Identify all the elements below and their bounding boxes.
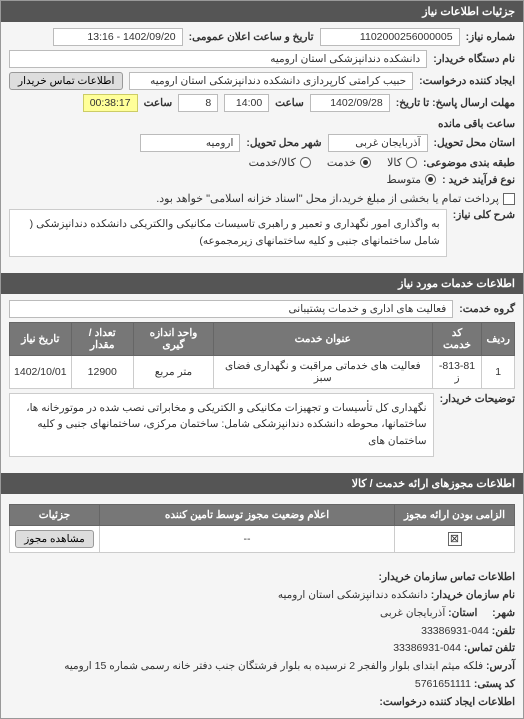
footer-phone-value: 044-33386931 <box>421 625 489 637</box>
table-header-row: ردیف کد خدمت عنوان خدمت واحد اندازه گیری… <box>10 322 515 355</box>
datetime-label: تاریخ و ساعت اعلان عمومی: <box>189 31 314 43</box>
footer-header: اطلاعات تماس سازمان خریدار: <box>379 571 515 583</box>
cell-date: 1402/10/01 <box>10 355 72 388</box>
panel-title: جزئیات اطلاعات نیاز <box>1 1 523 22</box>
contact-buyer-button[interactable]: اطلاعات تماس خریدار <box>9 72 123 90</box>
col-date: تاریخ نیاز <box>10 322 72 355</box>
footer-phone-label: تلفن: <box>492 625 515 637</box>
footer-org-value: دانشکده دندانپزشکی استان ارومیه <box>278 589 428 601</box>
radio-icon <box>425 174 436 185</box>
datetime-value: 1402/09/20 - 13:16 <box>53 28 183 46</box>
process-note-text: پرداخت تمام یا بخشی از مبلغ خرید،از محل … <box>156 192 499 205</box>
process-medium-label: متوسط <box>387 173 422 186</box>
city-label: شهر محل تحویل: <box>246 137 321 149</box>
deadline-label: مهلت ارسال پاسخ: تا تاریخ: <box>396 97 515 109</box>
cell-title: فعالیت های خدماتی مراقبت و نگهداری فضای … <box>213 355 432 388</box>
pkg-service-label: خدمت <box>327 156 356 169</box>
remain-label: ساعت باقی مانده <box>438 118 515 130</box>
footer-postal-value: 5761651111 <box>415 678 471 690</box>
province-label: استان محل تحویل: <box>434 137 515 149</box>
table-header-row: الزامی بودن ارائه مجوز اعلام وضعیت مجوز … <box>10 504 515 525</box>
table-row: 1 813-81-ز فعالیت های خدماتی مراقبت و نگ… <box>10 355 515 388</box>
col-unit: واحد اندازه گیری <box>133 322 213 355</box>
footer-address-value: فلکه میثم ابتدای بلوار والفجر 2 نرسیده ب… <box>64 660 483 672</box>
requester-value: حبیب کرامتی کارپردازی دانشکده دندانپزشکی… <box>129 72 413 90</box>
footer-city-label: شهر: <box>492 607 515 619</box>
process-note-check[interactable]: پرداخت تمام یا بخشی از مبلغ خرید،از محل … <box>156 192 515 205</box>
pkg-goods-label: کالا <box>387 156 402 169</box>
cell-required: ⊠ <box>395 525 515 552</box>
service-group-label: گروه خدمت: <box>459 303 515 315</box>
main-panel: ۰۲۱-۸۸۳۴۹۶۷۰ جزئیات اطلاعات نیاز شماره ن… <box>0 0 524 719</box>
service-group-value: فعالیت های اداری و خدمات پشتیبانی <box>9 300 453 318</box>
need-details: شماره نیاز: 1102000256000005 تاریخ و ساع… <box>1 22 523 273</box>
cell-unit: متر مربع <box>133 355 213 388</box>
cell-details: مشاهده مجوز <box>10 525 100 552</box>
required-mark-icon: ⊠ <box>448 532 462 546</box>
cell-qty: 12900 <box>71 355 133 388</box>
col-required: الزامی بودن ارائه مجوز <box>395 504 515 525</box>
permits-content: الزامی بودن ارائه مجوز اعلام وضعیت مجوز … <box>1 494 523 563</box>
buyer-value: دانشکده دندانپزشکی استان ارومیه <box>9 50 427 68</box>
pkg-both-label: کالا/خدمت <box>249 156 296 169</box>
table-row: ⊠ -- مشاهده مجوز <box>10 525 515 552</box>
col-code: کد خدمت <box>432 322 482 355</box>
col-status: اعلام وضعیت مجوز توسط تامین کننده <box>100 504 395 525</box>
notes-value: نگهداری کل تأسیسات و تجهیزات مکانیکی و ا… <box>9 393 434 457</box>
service-header: اطلاعات خدمات مورد نیاز <box>1 273 523 294</box>
desc-value: به واگذاری امور نگهداری و تعمیر و راهبری… <box>9 209 447 257</box>
col-index: ردیف <box>482 322 515 355</box>
pkg-both-option[interactable]: کالا/خدمت <box>249 156 311 169</box>
remaining-time: 00:38:17 <box>83 94 138 112</box>
radio-icon <box>300 157 311 168</box>
radio-icon <box>360 157 371 168</box>
pkg-type-label: طبقه بندی موضوعی: <box>423 157 515 169</box>
notes-label: توضیحات خریدار: <box>440 393 515 405</box>
cell-status: -- <box>100 525 395 552</box>
footer-province-value: آذربایجان غربی <box>380 607 445 619</box>
buyer-label: نام دستگاه خریدار: <box>433 53 515 65</box>
footer-fax-label: تلفن تماس: <box>464 642 515 654</box>
time-label-1: ساعت <box>275 97 304 109</box>
desc-label: شرح کلی نیاز: <box>453 209 515 221</box>
footer-postal-label: کد پستی: <box>474 678 515 690</box>
process-label: نوع فرآیند خرید : <box>442 174 515 186</box>
footer-address-label: آدرس: <box>486 660 515 672</box>
service-content: گروه خدمت: فعالیت های اداری و خدمات پشتی… <box>1 294 523 473</box>
footer-org-label: نام سازمان خریدار: <box>431 589 515 601</box>
view-permit-button[interactable]: مشاهده مجوز <box>15 530 94 548</box>
footer-province-label: استان: <box>448 607 477 619</box>
requester-label: ایجاد کننده درخواست: <box>419 75 515 87</box>
checkbox-icon <box>503 193 515 205</box>
cell-index: 1 <box>482 355 515 388</box>
col-title: عنوان خدمت <box>213 322 432 355</box>
cell-code: 813-81-ز <box>432 355 482 388</box>
province-value: آذربایجان غربی <box>328 134 428 152</box>
deadline-time1: 14:00 <box>224 94 269 112</box>
pkg-service-option[interactable]: خدمت <box>327 156 371 169</box>
col-qty: تعداد / مقدار <box>71 322 133 355</box>
footer-contact: اطلاعات تماس سازمان خریدار: نام سازمان خ… <box>1 563 523 718</box>
process-medium-option[interactable]: متوسط <box>387 173 437 186</box>
city-value: ارومیه <box>140 134 240 152</box>
number-label: شماره نیاز: <box>466 31 515 43</box>
service-table: ردیف کد خدمت عنوان خدمت واحد اندازه گیری… <box>9 322 515 389</box>
footer-creator-label: اطلاعات ایجاد کننده درخواست: <box>379 696 515 708</box>
col-details: جزئیات <box>10 504 100 525</box>
footer-fax-value: 044-33386931 <box>393 642 461 654</box>
deadline-date: 1402/09/28 <box>310 94 390 112</box>
deadline-time2: 8 <box>178 94 218 112</box>
time-label-2: ساعت <box>144 97 173 109</box>
pkg-goods-option[interactable]: کالا <box>387 156 417 169</box>
number-value: 1102000256000005 <box>320 28 460 46</box>
radio-icon <box>406 157 417 168</box>
permits-table: الزامی بودن ارائه مجوز اعلام وضعیت مجوز … <box>9 504 515 553</box>
permits-header: اطلاعات مجوزهای ارائه خدمت / کالا <box>1 473 523 494</box>
